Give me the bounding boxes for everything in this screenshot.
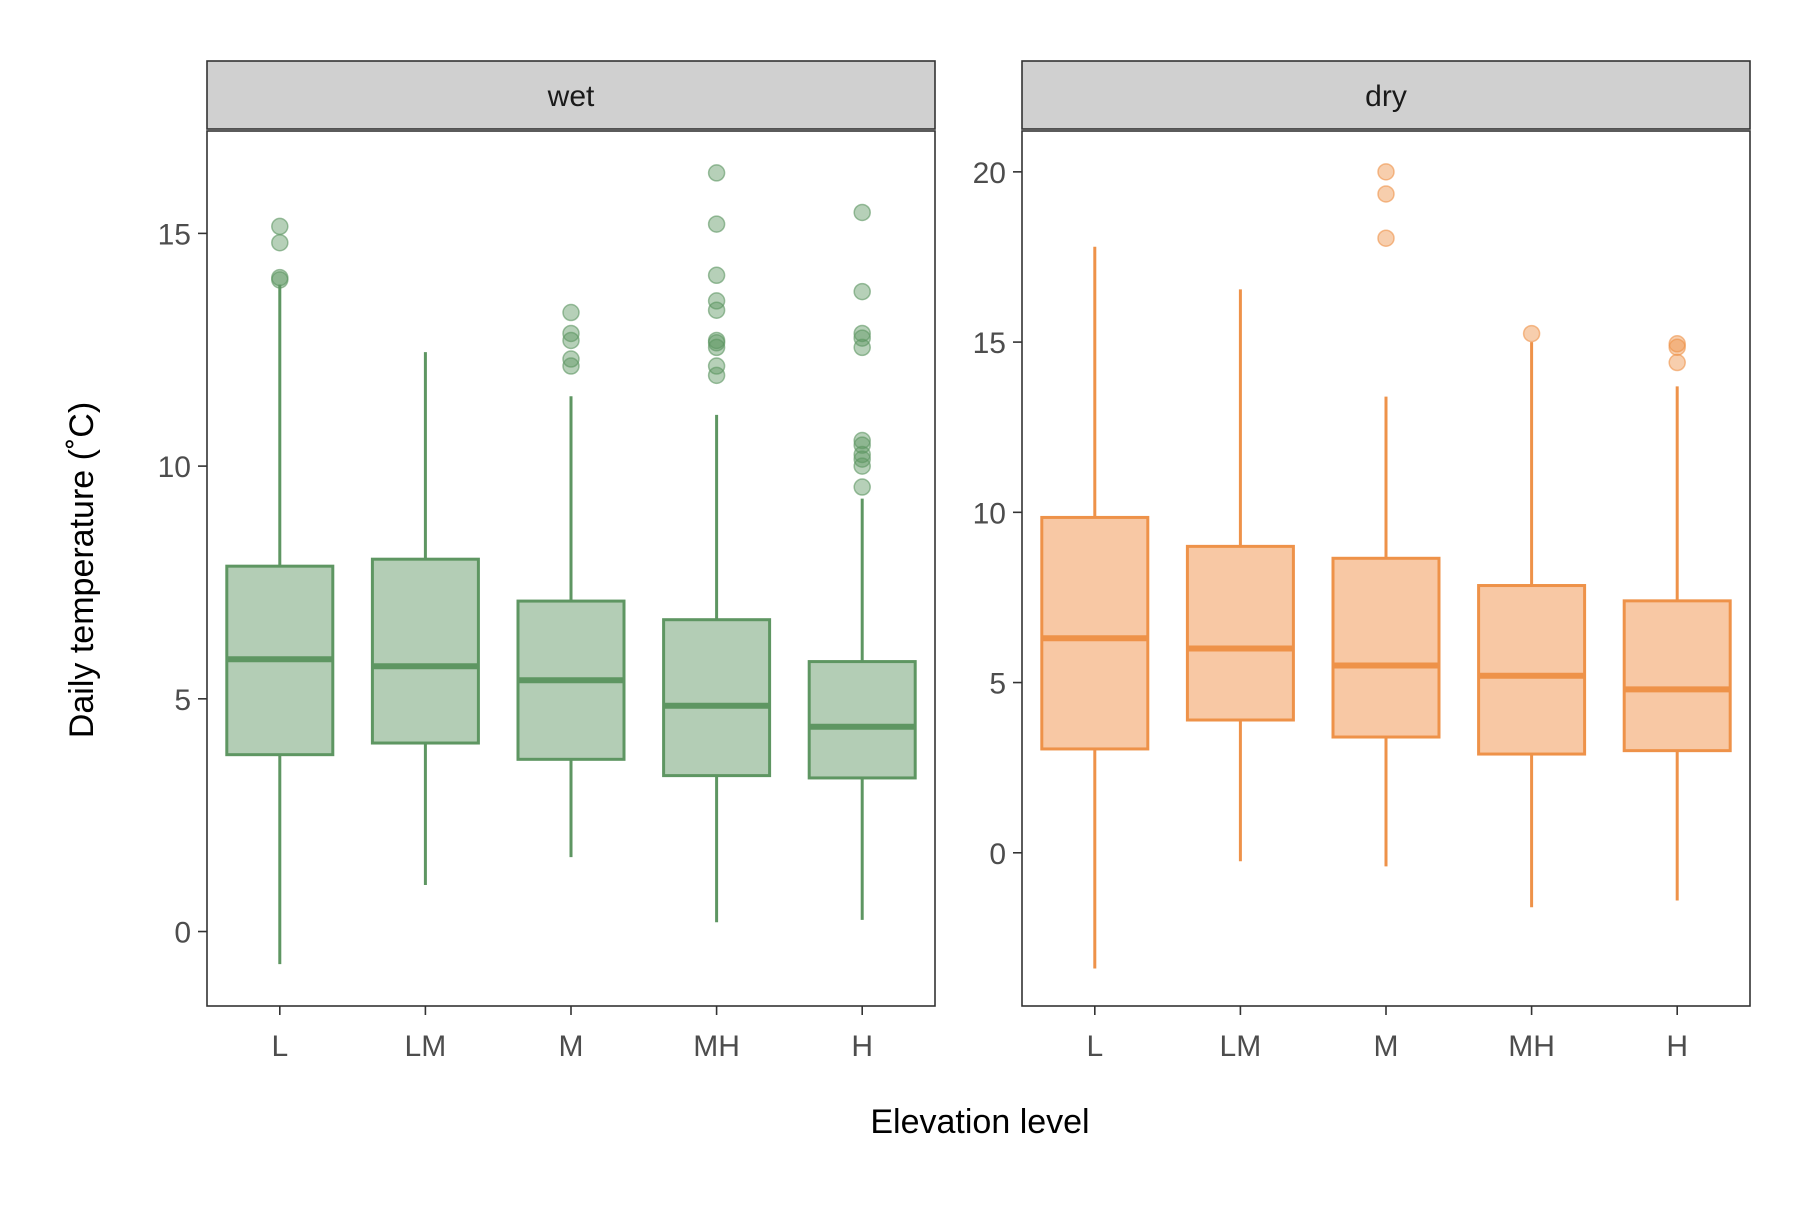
outlier-point	[707, 164, 726, 182]
y-tick-label: 0	[989, 838, 1006, 871]
box-wet-L	[225, 217, 335, 965]
box-iqr	[662, 618, 772, 778]
y-tick-label: 0	[174, 917, 191, 950]
panel-dry: dry 0 5 10 15 20 L LM M MH H	[973, 60, 1751, 1063]
box-iqr	[1185, 544, 1295, 722]
x-tick-label: M	[1374, 1030, 1399, 1063]
outlier-point	[1377, 163, 1395, 181]
outlier-point	[853, 338, 871, 357]
facet-label: dry	[1365, 80, 1407, 113]
y-tick-label: 5	[989, 668, 1006, 701]
box-dry-LM	[1185, 289, 1295, 862]
outlier-point	[562, 331, 580, 350]
x-axis-title: Elevation level	[870, 1103, 1089, 1141]
outlier-point	[853, 282, 871, 301]
outlier-point	[707, 301, 726, 319]
outlier-point	[1522, 324, 1541, 343]
box-iqr	[1331, 556, 1441, 739]
x-tick-label: MH	[1508, 1030, 1555, 1063]
box-wet-MH	[662, 164, 772, 923]
outlier-point	[562, 350, 580, 368]
outlier-point	[271, 268, 289, 287]
outlier-point	[562, 303, 580, 322]
facet-strip	[1021, 60, 1751, 130]
y-tick-label: 20	[973, 157, 1006, 190]
outlier-point	[853, 450, 871, 468]
box-dry-H	[1622, 335, 1732, 901]
outlier-point	[853, 431, 871, 450]
x-tick-label: L	[271, 1030, 288, 1063]
x-tick-label: H	[1666, 1030, 1688, 1063]
box-iqr	[1040, 515, 1150, 751]
y-tick-label: 15	[158, 218, 191, 251]
outlier-point	[853, 324, 871, 343]
outlier-point	[271, 217, 289, 236]
outlier-point	[707, 357, 726, 375]
box-wet-LM	[370, 352, 480, 885]
box-iqr	[1477, 584, 1587, 756]
outlier-point	[707, 266, 726, 285]
x-tick-label: M	[559, 1030, 584, 1063]
x-tick-label: LM	[1220, 1030, 1262, 1063]
box-iqr	[370, 557, 480, 745]
x-tick-label: LM	[405, 1030, 447, 1063]
y-tick-label: 10	[973, 497, 1006, 530]
outlier-point	[1377, 185, 1395, 203]
outlier-point	[707, 215, 726, 233]
panel-wet: wet 0 5 10 15 L LM M MH H	[158, 60, 936, 1063]
panel-border	[206, 130, 936, 1007]
outlier-point	[707, 338, 726, 357]
outlier-point	[853, 478, 871, 496]
box-wet-H	[807, 203, 917, 920]
outlier-point	[1377, 229, 1395, 247]
outlier-point	[562, 324, 580, 343]
y-axis-title: Daily temperature (˚C)	[63, 402, 101, 738]
y-tick-label: 15	[973, 327, 1006, 360]
box-iqr	[807, 660, 917, 780]
outlier-point	[853, 329, 871, 347]
outlier-point	[271, 233, 289, 252]
box-dry-L	[1040, 246, 1150, 969]
x-tick-label: L	[1086, 1030, 1103, 1063]
box-iqr	[1622, 599, 1732, 753]
outlier-point	[853, 445, 871, 464]
x-tick-label: H	[851, 1030, 873, 1063]
y-tick-label: 5	[174, 684, 191, 717]
outlier-point	[1668, 335, 1686, 353]
box-wet-M	[516, 303, 626, 858]
outlier-point	[1668, 353, 1686, 372]
box-dry-MH	[1477, 324, 1587, 908]
box-dry-M	[1331, 163, 1441, 867]
outlier-point	[707, 366, 726, 385]
x-tick-label: MH	[693, 1030, 740, 1063]
outlier-point	[853, 203, 871, 222]
facet-strip	[206, 60, 936, 130]
panel-border	[1021, 130, 1751, 1007]
outlier-point	[562, 357, 580, 375]
outlier-point	[707, 331, 726, 350]
facet-label: wet	[547, 80, 595, 113]
y-tick-label: 10	[158, 451, 191, 484]
outlier-point	[707, 292, 726, 310]
outlier-point	[853, 436, 871, 454]
